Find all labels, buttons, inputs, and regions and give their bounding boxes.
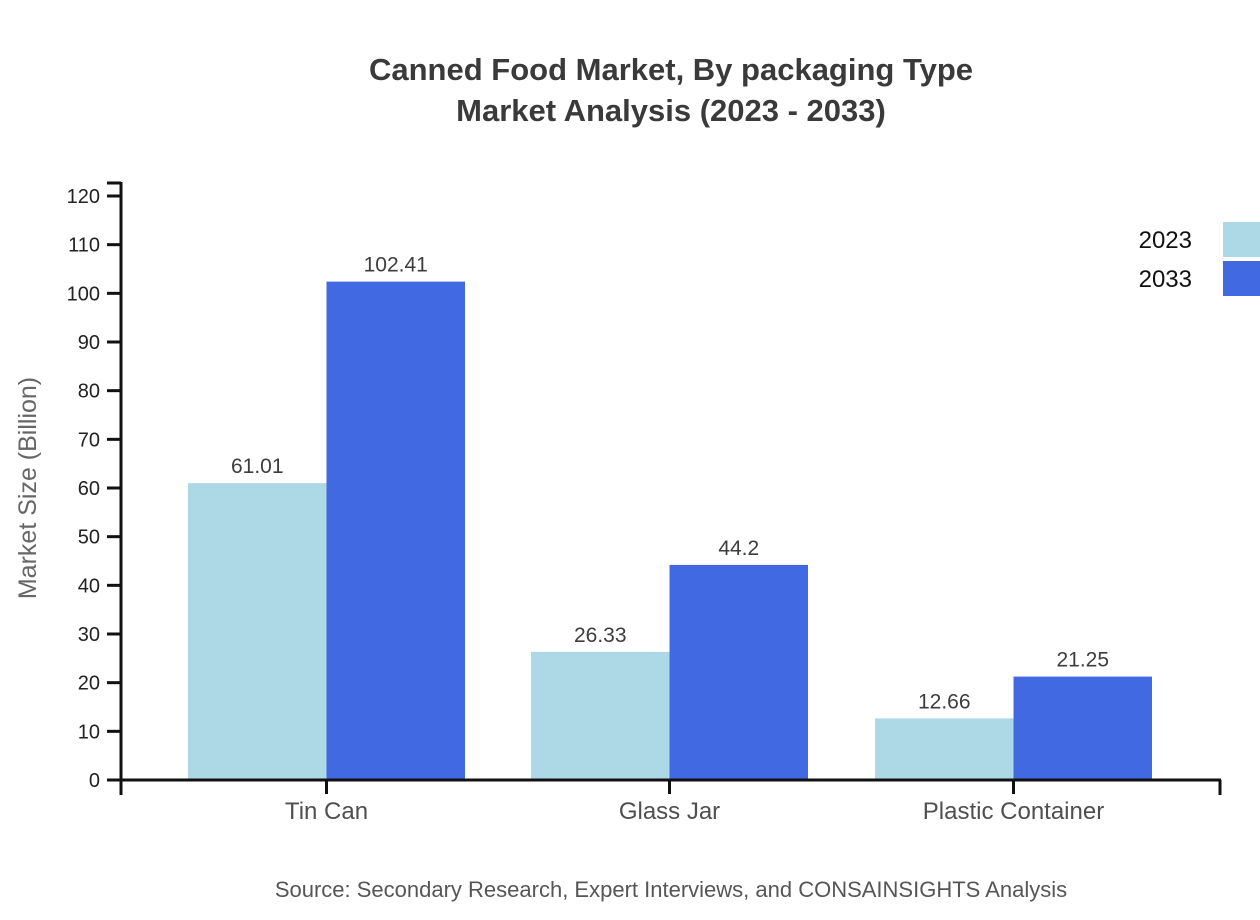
legend-swatch-2033 — [1223, 261, 1260, 296]
value-label-2023-plastic-container: 12.66 — [918, 690, 971, 713]
y-tick-label-50: 50 — [78, 527, 100, 549]
x-category-label-plastic-container: Plastic Container — [923, 798, 1104, 825]
x-category-label-tin-can: Tin Can — [285, 798, 368, 825]
bar-2033-tin-can — [326, 281, 465, 780]
y-tick-label-20: 20 — [78, 673, 100, 695]
value-label-2033-tin-can: 102.41 — [364, 254, 428, 277]
legend-swatch-2023 — [1223, 222, 1260, 257]
bar-2023-tin-can — [188, 483, 327, 780]
y-tick-label-0: 0 — [89, 770, 100, 792]
value-label-2033-plastic-container: 21.25 — [1056, 649, 1109, 672]
legend-label-2023: 2023 — [1139, 227, 1192, 254]
value-label-2033-glass-jar: 44.2 — [718, 537, 759, 560]
y-axis-title: Market Size (Billion) — [14, 377, 42, 599]
bar-2033-plastic-container — [1013, 676, 1152, 780]
bar-2033-glass-jar — [669, 564, 808, 780]
y-tick-label-30: 30 — [78, 624, 100, 646]
x-category-label-glass-jar: Glass Jar — [619, 798, 720, 825]
y-tick-label-110: 110 — [68, 235, 100, 257]
y-tick-label-60: 60 — [78, 478, 100, 500]
bar-2023-glass-jar — [531, 651, 670, 780]
value-label-2023-glass-jar: 26.33 — [574, 624, 627, 647]
chart-title-line1: Canned Food Market, By packaging Type — [368, 52, 974, 87]
source-note: Source: Secondary Research, Expert Inter… — [274, 877, 1068, 902]
bar-2023-plastic-container — [875, 718, 1014, 780]
legend-label-2033: 2033 — [1139, 266, 1192, 293]
chart-title: Canned Food Market, By packaging Type Ma… — [82, 49, 1260, 131]
y-tick-label-80: 80 — [78, 381, 100, 403]
y-tick-label-90: 90 — [78, 332, 100, 354]
y-tick-label-100: 100 — [67, 283, 100, 305]
y-tick-label-10: 10 — [78, 721, 100, 743]
y-tick-label-70: 70 — [78, 429, 100, 451]
y-tick-label-120: 120 — [67, 186, 100, 208]
y-tick-label-40: 40 — [78, 575, 100, 597]
chart-title-line2: Market Analysis (2023 - 2033) — [456, 93, 886, 128]
value-label-2023-tin-can: 61.01 — [231, 455, 284, 478]
